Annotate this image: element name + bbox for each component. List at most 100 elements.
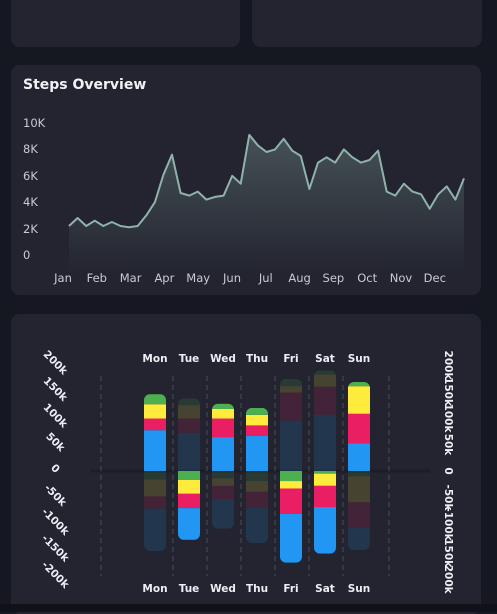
bar-segment [144,404,166,419]
steps-x-tick: Sep [322,271,345,285]
bar-segment [144,418,166,431]
bar-segment [246,407,268,415]
bar-segment [348,381,370,387]
bar-segment [212,485,234,500]
y-tick-left: 150k [41,375,71,405]
day-label-top: Fri [283,353,298,365]
bar-segment [178,398,200,406]
bar-segment [212,499,234,529]
steps-y-tick: 2K [23,221,38,236]
y-tick-right: -50k [442,485,454,512]
summary-card-left [11,0,240,47]
bar-segment [212,437,234,471]
weekday-bar-wed [212,403,234,471]
bar-segment [246,425,268,437]
bar-segment [314,414,336,471]
bar-segment [348,476,370,503]
bar-segment [280,481,302,489]
bar-segment [280,471,302,482]
bar-segment [314,507,336,554]
bar-segment [280,386,302,393]
y-tick-left: 100k [41,401,71,431]
day-label-bottom: Sun [348,583,371,595]
weekday-bar-tue [178,471,200,540]
bar-segment [212,403,234,409]
day-label-top: Sat [315,353,335,365]
weekday-bar-fri [280,378,302,471]
steps-area-fill [69,134,464,273]
bar-segment [246,471,268,482]
bar-segment [178,493,200,509]
bar-segment [178,432,200,471]
day-label-bottom: Sat [315,583,335,595]
weekday-bar-sun [348,471,370,550]
bar-segment [314,471,336,474]
weekday-bar-sun [348,381,370,471]
bar-segment [144,479,166,497]
bar-segment [212,408,234,419]
day-label-bottom: Thu [246,583,268,595]
bar-segment [144,430,166,471]
y-tick-right: 200k [442,351,454,381]
day-label-bottom: Fri [283,583,298,595]
bar-segment [314,473,336,486]
bar-segment [280,420,302,471]
bar-segment [348,413,370,444]
y-tick-left: -200k [39,559,72,592]
steps-x-tick: Aug [288,271,311,285]
bar-segment [348,502,370,528]
day-label-bottom: Mon [142,583,167,595]
weekday-bar-thu [246,471,268,544]
day-label-bottom: Wed [210,583,236,595]
bar-segment [280,392,302,421]
day-label-top: Thu [246,353,268,365]
steps-x-tick: Nov [389,271,413,285]
bar-segment [314,370,336,375]
bar-segment [178,471,200,481]
bar-segment [144,496,166,509]
y-tick-left: -150k [39,532,72,565]
steps-x-tick: Feb [86,271,107,285]
day-label-bottom: Tue [179,583,200,595]
weekday-bar-sat [314,370,336,471]
steps-x-tick: Jan [54,271,72,285]
bar-segment [178,508,200,540]
y-tick-right: -100k [442,507,454,541]
day-label-top: Wed [210,353,236,365]
bar-segment [348,527,370,550]
bar-segment [314,485,336,508]
steps-x-tick: Mar [119,271,142,285]
y-tick-right: -200k [442,560,454,594]
bar-segment [144,471,166,480]
steps-area-chart [68,133,465,273]
bottom-edge-bar [0,604,497,612]
y-tick-left: -50k [42,482,70,510]
bar-segment [144,394,166,405]
weekday-stacked-bar-chart: Mon Mon Tue Tue Wed Wed Thu Thu Fri Fri Sat Sat Sun S… [39,348,454,595]
steps-y-tick: 4K [23,195,38,210]
y-tick-right: -150k [442,534,454,568]
day-label-top: Mon [142,353,167,365]
steps-x-tick: Apr [154,271,175,285]
steps-y-tick: 10K [23,116,46,130]
day-label-top: Tue [179,353,200,365]
bar-segment [212,418,234,438]
weekday-bar-thu [246,407,268,471]
steps-x-tick: May [186,271,211,285]
steps-overview-title: Steps Overview [23,77,147,93]
y-tick-right: 100k [442,404,454,434]
bar-segment [280,378,302,387]
steps-y-tick: 0 [23,248,31,262]
bar-segment [246,481,268,492]
y-tick-right: 50k [442,434,454,457]
bar-segment [144,508,166,552]
bar-segment [348,443,370,471]
bar-segment [246,491,268,508]
weekday-steps-card: Mon Mon Tue Tue Wed Wed Thu Thu Fri Fri Sat Sat Sun S… [11,314,481,614]
y-tick-left: 50k [43,430,67,454]
y-tick-right: 150k [442,377,454,407]
y-tick-left: 200k [41,348,71,378]
summary-card-right [252,0,482,47]
bar-segment [212,471,234,479]
bar-segment [314,374,336,387]
